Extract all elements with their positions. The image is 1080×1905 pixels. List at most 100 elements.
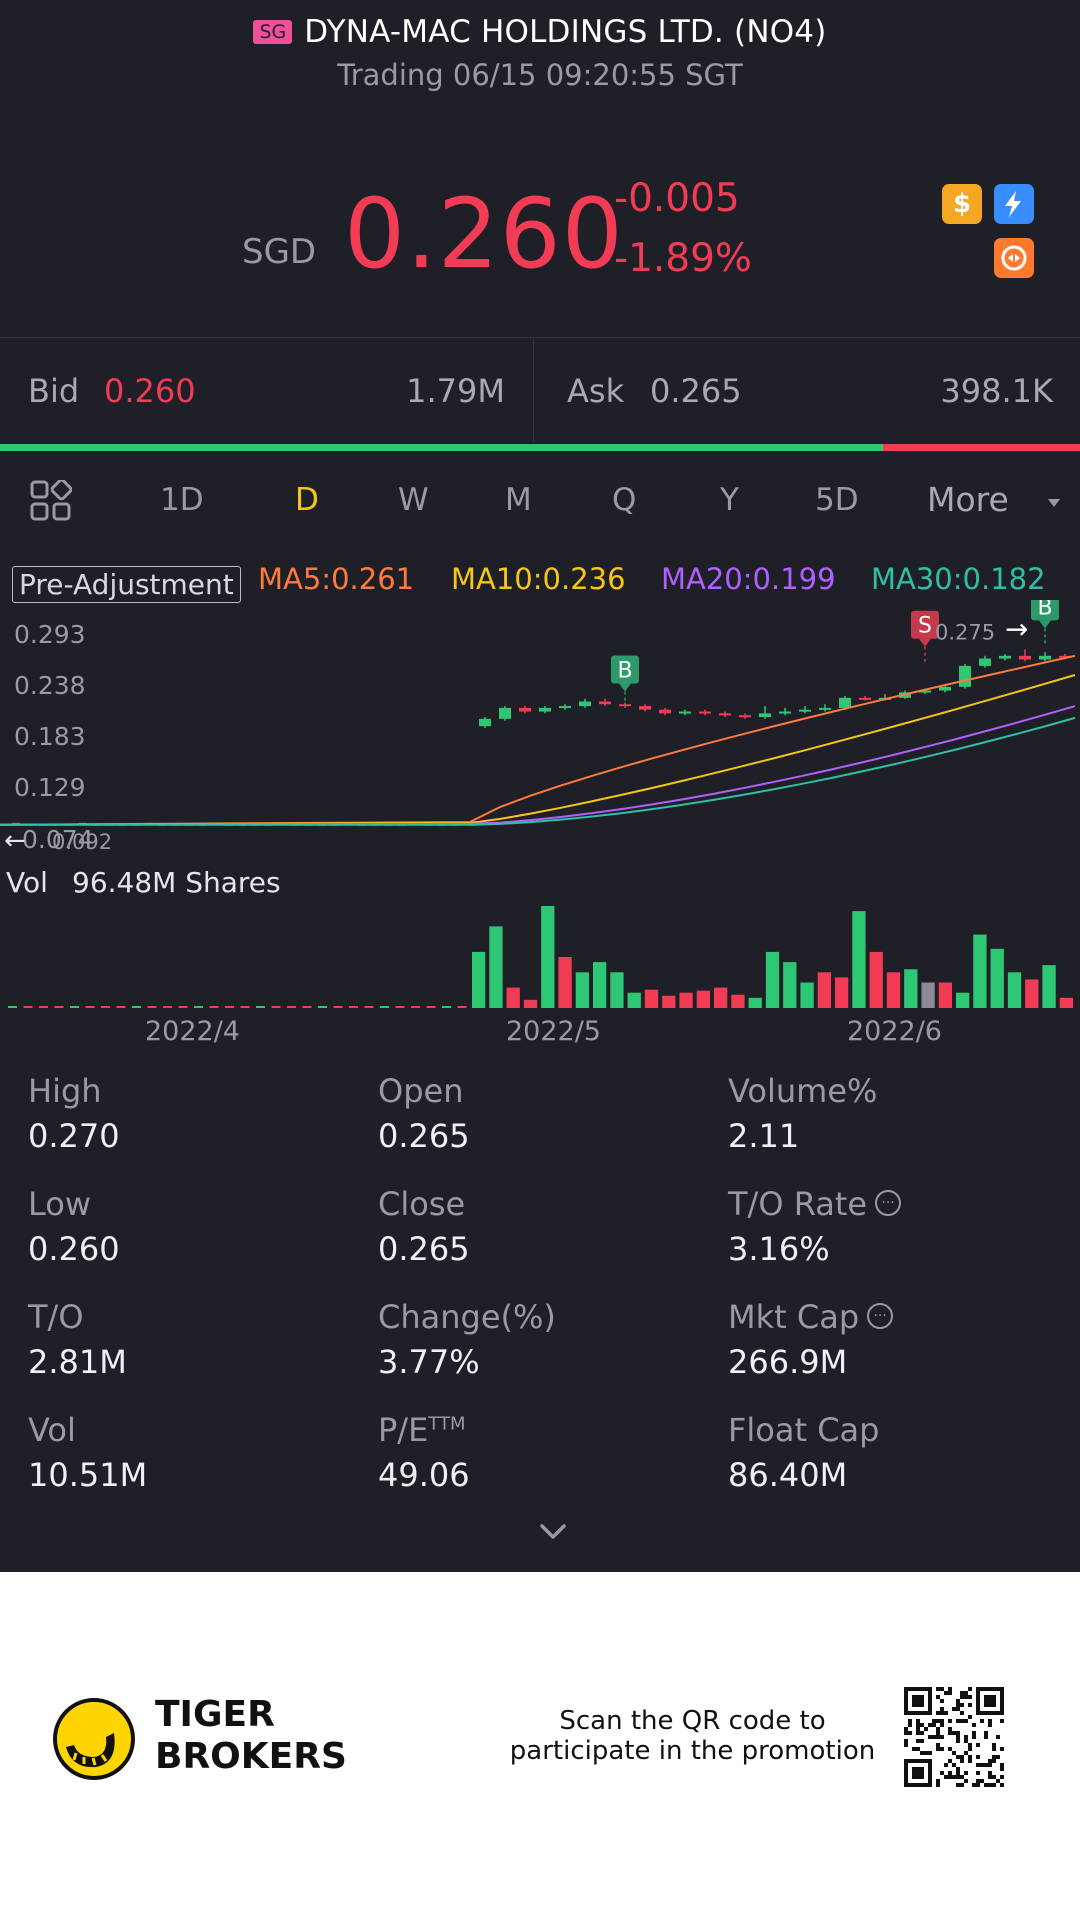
volume-bar: [147, 1006, 157, 1008]
tab-d[interactable]: D: [295, 482, 319, 518]
trade-marker: [1031, 600, 1059, 621]
promo-line2: participate in the promotion: [509, 1736, 876, 1766]
stat-pe-label: P/E: [378, 1411, 429, 1449]
orange-swap-icon[interactable]: [994, 238, 1034, 278]
volume-bar: [696, 990, 710, 1008]
y-axis-label: 0.238: [14, 671, 86, 700]
volume-bar: [194, 1006, 203, 1008]
ask-volume-bar: [883, 444, 1080, 451]
x-axis-label: 2022/6: [847, 1016, 942, 1047]
candle: [799, 709, 811, 712]
arrow-right-icon: →: [1005, 612, 1028, 645]
volume-bar: [380, 1006, 389, 1008]
candle: [999, 655, 1011, 659]
stat-low-value: 0.260: [28, 1230, 120, 1268]
title-row: SG DYNA-MAC HOLDINGS LTD. (NO4): [0, 14, 1080, 50]
info-icon[interactable]: ···: [867, 1303, 894, 1329]
dollar-icon[interactable]: $: [942, 184, 982, 224]
candle: [719, 713, 731, 716]
grid-layout-icon[interactable]: [30, 478, 73, 526]
ma10-value: MA10:0.236: [451, 562, 626, 596]
volume-bar: [1007, 972, 1022, 1008]
stock-detail-screen: SG DYNA-MAC HOLDINGS LTD. (NO4) Trading …: [0, 0, 1080, 1572]
pre-adjustment-toggle[interactable]: Pre-Adjustment: [12, 566, 241, 603]
volume-bar: [506, 987, 520, 1008]
promo-line1: Scan the QR code to: [559, 1706, 826, 1736]
ask-size: 398.1K: [940, 372, 1053, 410]
y-axis-label: 0.293: [14, 620, 86, 649]
candle: [599, 701, 611, 705]
stat-mkt-cap: Mkt Cap ···: [728, 1298, 894, 1336]
candle: [839, 697, 851, 708]
candle: [979, 658, 991, 666]
volume-bar: [256, 1006, 265, 1008]
trade-marker-label: S: [918, 614, 932, 639]
x-axis-label: 2022/4: [145, 1016, 240, 1047]
tab-q[interactable]: Q: [612, 482, 637, 518]
volume-bar: [593, 962, 607, 1008]
bid-price: 0.260: [104, 372, 196, 410]
market-badge: SG: [253, 20, 293, 44]
stat-mkt-cap-value: 266.9M: [728, 1343, 848, 1381]
period-tabs: 1D D W M Q Y 5D More: [0, 452, 1080, 552]
qr-code[interactable]: [904, 1687, 1004, 1787]
volume-bar: [644, 989, 659, 1008]
bid-size: 1.79M: [406, 372, 505, 410]
tab-w[interactable]: W: [398, 482, 429, 518]
ma5-value: MA5:0.261: [258, 562, 415, 596]
stat-pe: P/ETTM: [378, 1411, 466, 1449]
tab-y[interactable]: Y: [720, 482, 739, 518]
volume-bar: [457, 1006, 467, 1008]
currency-label: SGD: [242, 232, 317, 272]
volume-bar: [178, 1006, 188, 1008]
lightning-icon[interactable]: [994, 184, 1034, 224]
volume-bar: [662, 995, 676, 1008]
info-icon[interactable]: ···: [875, 1190, 902, 1216]
tab-more[interactable]: More: [927, 480, 1009, 519]
volume-bar: [575, 972, 589, 1008]
volume-bar: [921, 982, 935, 1008]
volume-bar: [714, 987, 728, 1008]
dropdown-caret-icon[interactable]: [1046, 494, 1062, 513]
stat-high-value: 0.270: [28, 1117, 120, 1155]
volume-bar: [209, 1006, 219, 1008]
price-volume-chart[interactable]: B S B 0.275 →: [0, 600, 1080, 1020]
tab-1d[interactable]: 1D: [160, 482, 204, 518]
volume-bar: [1059, 997, 1073, 1008]
last-price: 0.260: [344, 178, 624, 290]
volume-bar: [163, 1006, 172, 1008]
trade-marker-pointer: [619, 683, 631, 692]
volume-bar: [904, 969, 918, 1008]
chevron-down-icon[interactable]: [538, 1522, 568, 1546]
x-axis-label: 2022/5: [506, 1016, 601, 1047]
volume-bar: [731, 994, 745, 1008]
stat-pe-value: 49.06: [378, 1456, 470, 1494]
candle: [499, 707, 511, 719]
high-price-marker: 0.275: [935, 620, 995, 644]
stat-turnover-value: 2.81M: [28, 1343, 127, 1381]
volume-bar: [748, 997, 762, 1008]
candle: [859, 697, 871, 700]
volume-bar: [886, 972, 901, 1008]
candle: [679, 711, 691, 714]
brand-name-line2: BROKERS: [155, 1736, 347, 1777]
tab-5d[interactable]: 5D: [815, 482, 859, 518]
candle: [519, 707, 531, 712]
volume-bar: [302, 1006, 312, 1008]
candle: [779, 711, 791, 714]
volume-bar: [1025, 979, 1039, 1008]
volume-bar: [349, 1006, 358, 1008]
ask-label: Ask: [567, 372, 625, 410]
volume-bar: [627, 992, 641, 1008]
volume-bar: [411, 1006, 420, 1008]
volume-bar: [817, 972, 831, 1008]
stock-name: DYNA-MAC HOLDINGS LTD. (NO4): [304, 14, 827, 50]
volume-bar: [132, 1006, 141, 1008]
volume-bar: [442, 1006, 451, 1008]
volume-bar: [679, 992, 693, 1008]
candle: [579, 701, 591, 707]
moving-average-line: [0, 716, 1076, 826]
candle: [479, 718, 491, 727]
volume-bar: [287, 1006, 296, 1008]
tab-m[interactable]: M: [505, 482, 532, 518]
